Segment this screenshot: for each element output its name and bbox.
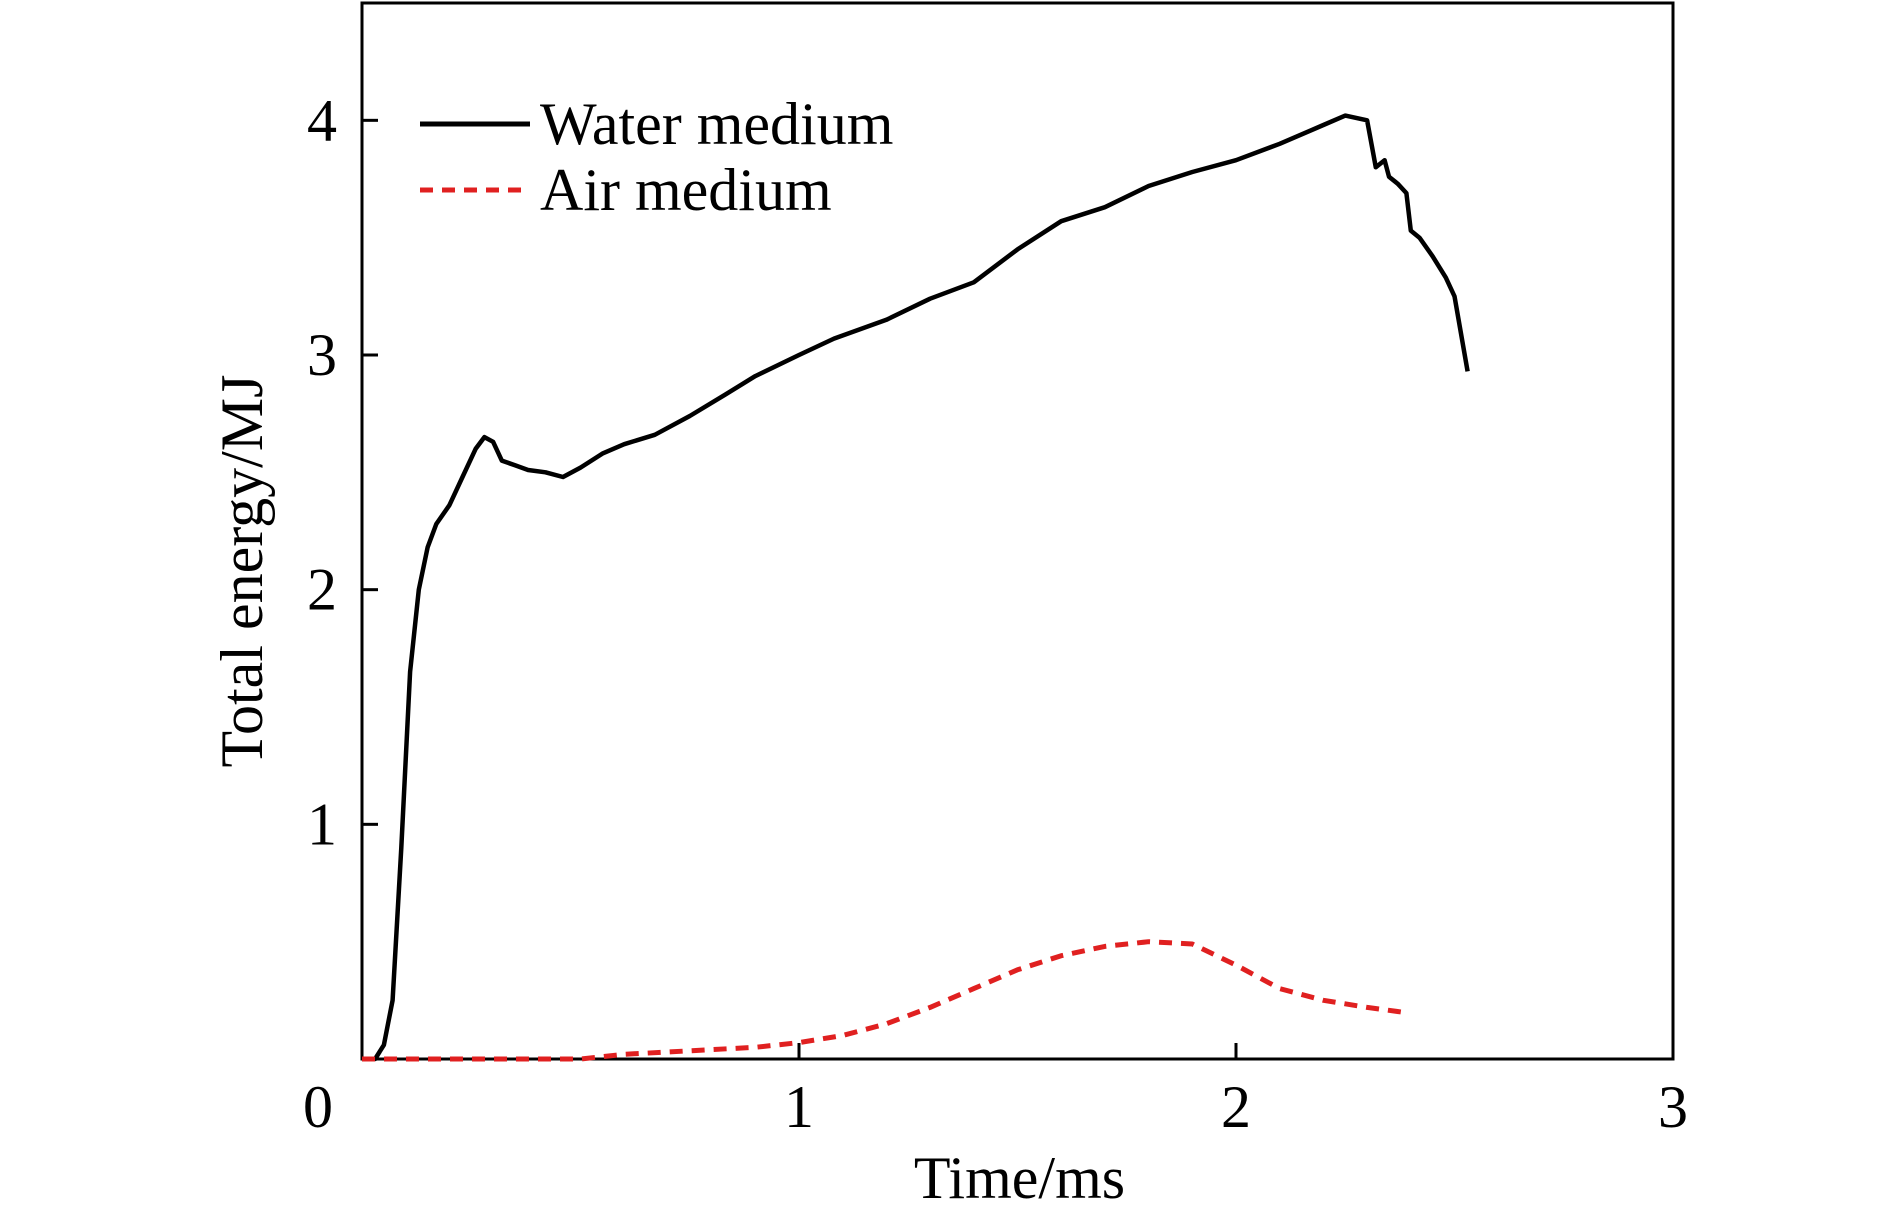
y-tick-label: 4: [307, 87, 337, 153]
x-tick-label: 3: [1658, 1074, 1688, 1140]
legend-label: Air medium: [540, 157, 832, 223]
y-axis: 1 2 3 4: [307, 87, 378, 857]
x-tick-label: 0: [303, 1074, 333, 1140]
series-layer: [362, 113, 1470, 1062]
x-axis: 0 1 2 3: [303, 1043, 1688, 1140]
series-line-water-medium: [362, 113, 1470, 1062]
plot-frame: [360, 1, 1675, 1061]
x-tick-label: 2: [1221, 1074, 1251, 1140]
y-tick-label: 1: [307, 791, 337, 857]
x-axis-title: Time/ms: [914, 1145, 1125, 1211]
y-tick-label: 3: [307, 322, 337, 388]
series-line-air-medium: [362, 939, 1403, 1062]
x-tick-label: 1: [784, 1074, 814, 1140]
legend-label: Water medium: [540, 91, 893, 157]
y-axis-title: Total energy/MJ: [209, 375, 275, 768]
y-tick-label: 2: [307, 557, 337, 623]
